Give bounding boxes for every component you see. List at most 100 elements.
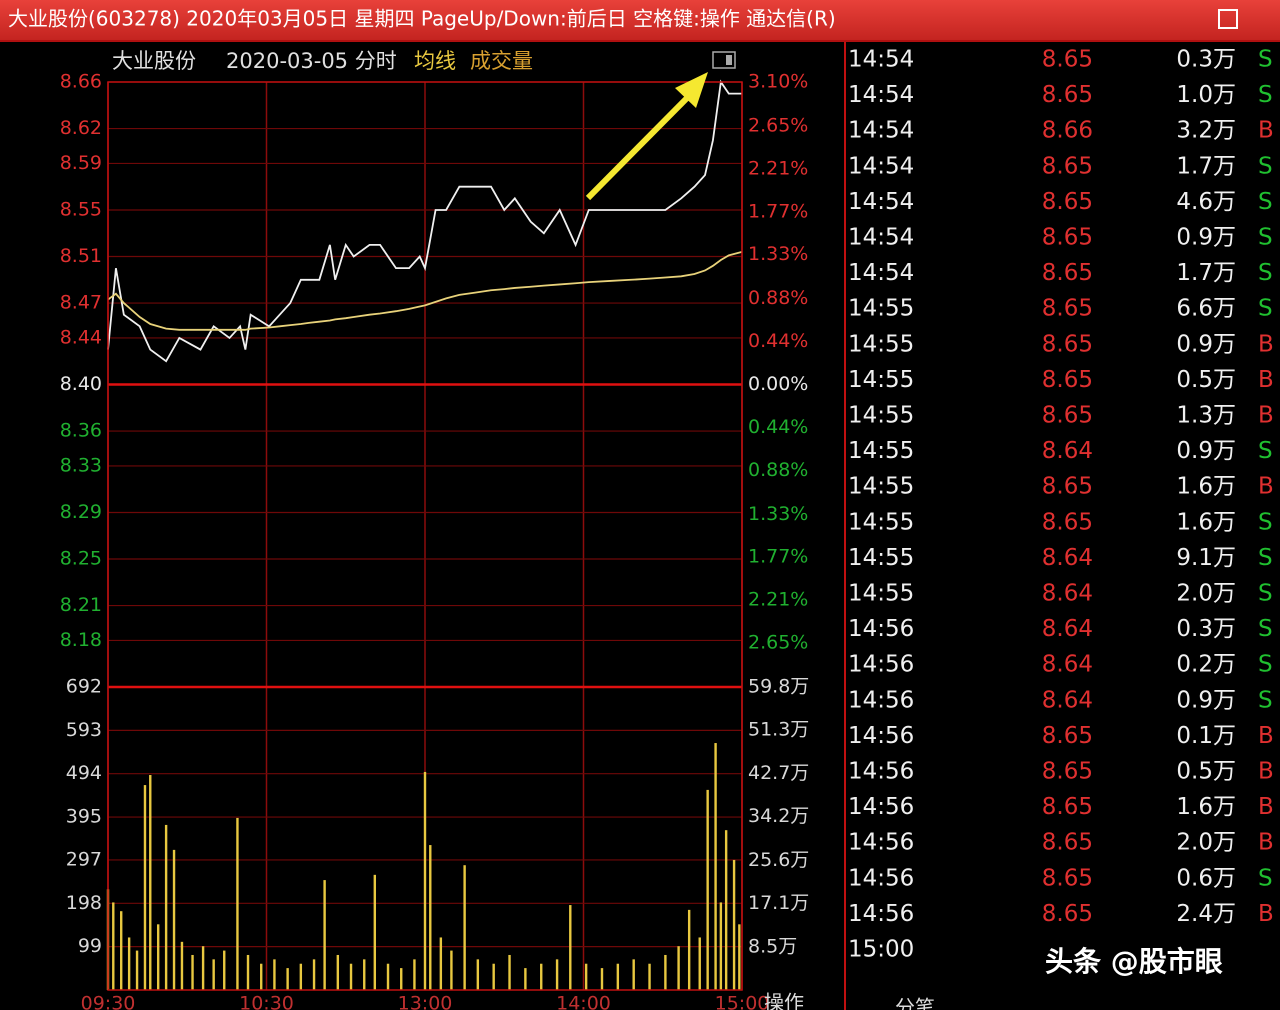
trade-side: S — [1258, 865, 1273, 891]
volume-bar — [373, 874, 377, 990]
trade-time: 14:54 — [848, 118, 914, 144]
volume-bar — [413, 959, 416, 990]
trade-side: S — [1258, 438, 1273, 464]
volume-bar — [120, 911, 123, 990]
trade-time: 14:55 — [848, 545, 914, 571]
trade-volume: 1.7万 — [1176, 153, 1236, 179]
trade-time: 14:55 — [848, 403, 914, 429]
trade-time: 14:56 — [848, 723, 914, 749]
trade-time: 15:00 — [848, 937, 914, 963]
title-bar — [0, 0, 1280, 40]
trade-price: 8.66 — [1042, 118, 1093, 144]
volume-bar — [172, 849, 176, 990]
volume-bar — [508, 954, 511, 990]
panel-icon[interactable] — [712, 51, 736, 69]
y2-tick-label: 2.21% — [748, 157, 808, 179]
y-tick-label: 8.18 — [60, 629, 102, 651]
trade-time: 14:56 — [848, 794, 914, 820]
volume-bar — [714, 743, 717, 990]
y2-tick-label: 8.5万 — [748, 935, 797, 957]
y2-tick-label: 59.8万 — [748, 676, 809, 698]
trade-volume: 3.2万 — [1176, 118, 1236, 144]
y-tick-label: 8.33 — [60, 454, 102, 476]
trade-side: B — [1258, 723, 1274, 749]
y2-tick-label: 17.1万 — [748, 892, 809, 914]
y2-tick-label: 1.77% — [748, 200, 808, 222]
trade-time: 14:55 — [848, 581, 914, 607]
trade-price: 8.65 — [1042, 794, 1093, 820]
trade-volume: 0.2万 — [1176, 652, 1236, 678]
volume-bar — [738, 924, 741, 990]
volume-bar — [127, 937, 131, 990]
trade-volume: 0.9万 — [1176, 687, 1236, 713]
volume-bar — [386, 963, 390, 990]
trade-volume: 2.0万 — [1176, 581, 1236, 607]
stock-name: 大业股份 — [112, 49, 196, 73]
volume-bar — [336, 954, 340, 990]
trade-price: 8.64 — [1042, 616, 1093, 642]
y-tick-label: 297 — [66, 848, 102, 870]
volume-bar — [540, 963, 543, 990]
trade-side: B — [1258, 367, 1274, 393]
volume-bar — [476, 959, 480, 990]
volume-bar — [698, 937, 701, 990]
volume-bar — [677, 946, 680, 990]
trade-side: S — [1258, 296, 1273, 322]
trade-time: 14:56 — [848, 687, 914, 713]
trade-price: 8.65 — [1042, 47, 1093, 73]
trade-time: 14:56 — [848, 616, 914, 642]
y-tick-label: 593 — [66, 719, 102, 741]
bottom-tab[interactable]: 操作 — [764, 991, 804, 1010]
trade-side: B — [1258, 403, 1274, 429]
trade-side: B — [1258, 794, 1274, 820]
volume-bar — [569, 905, 572, 990]
trade-price: 8.65 — [1042, 865, 1093, 891]
volume-bar — [724, 830, 728, 990]
volume-bar — [149, 775, 152, 990]
volume-bar — [648, 963, 651, 990]
y-tick-label: 8.40 — [60, 373, 102, 395]
trade-price: 8.65 — [1042, 189, 1093, 215]
y-tick-label: 8.44 — [60, 326, 102, 348]
trade-price: 8.65 — [1042, 759, 1093, 785]
bottom-tab[interactable]: 分笔 — [895, 996, 935, 1010]
y2-tick-label: 51.3万 — [748, 719, 809, 741]
y-tick-label: 8.25 — [60, 548, 102, 570]
trade-time: 14:55 — [848, 296, 914, 322]
trade-side: S — [1258, 616, 1273, 642]
trade-price: 8.65 — [1042, 474, 1093, 500]
volume-bar — [164, 824, 168, 990]
y2-tick-label: 2.21% — [748, 589, 808, 611]
trade-volume: 0.5万 — [1176, 367, 1236, 393]
volume-bar — [706, 789, 709, 990]
trade-side: B — [1258, 759, 1274, 785]
volume-bar — [246, 954, 250, 990]
y-tick-label: 8.59 — [60, 152, 102, 174]
trade-volume: 6.6万 — [1176, 296, 1236, 322]
trade-time: 14:54 — [848, 225, 914, 251]
trade-side: S — [1258, 652, 1273, 678]
trade-price: 8.65 — [1042, 82, 1093, 108]
trade-volume: 0.9万 — [1176, 225, 1236, 251]
y2-tick-label: 0.00% — [748, 373, 808, 395]
y2-tick-label: 1.33% — [748, 243, 808, 265]
volume-bar — [450, 950, 453, 990]
trade-side: S — [1258, 225, 1273, 251]
volume-bar — [143, 785, 147, 990]
y2-tick-label: 42.7万 — [748, 762, 809, 784]
y2-tick-label: 25.6万 — [748, 849, 809, 871]
trade-side: S — [1258, 47, 1273, 73]
trade-volume: 0.9万 — [1176, 331, 1236, 357]
x-tick-label: 09:30 — [81, 993, 136, 1010]
maximize-button[interactable] — [1218, 9, 1238, 29]
trade-price: 8.65 — [1042, 367, 1093, 393]
y-tick-label: 8.51 — [60, 245, 102, 267]
volume-bar — [439, 937, 443, 990]
trade-price: 8.64 — [1042, 581, 1093, 607]
volume-bar — [201, 946, 205, 990]
trade-time: 14:55 — [848, 367, 914, 393]
volume-bar — [286, 968, 289, 990]
volume-bar — [349, 963, 353, 990]
trade-volume: 9.1万 — [1176, 545, 1236, 571]
volume-bar — [223, 950, 226, 990]
